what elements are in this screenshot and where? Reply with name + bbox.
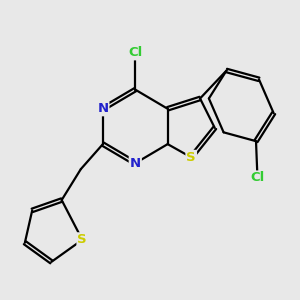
Text: Cl: Cl — [250, 172, 265, 184]
Text: N: N — [130, 157, 141, 170]
Text: Cl: Cl — [128, 46, 142, 59]
Text: S: S — [77, 233, 87, 246]
Text: S: S — [186, 151, 196, 164]
Text: N: N — [97, 102, 109, 115]
